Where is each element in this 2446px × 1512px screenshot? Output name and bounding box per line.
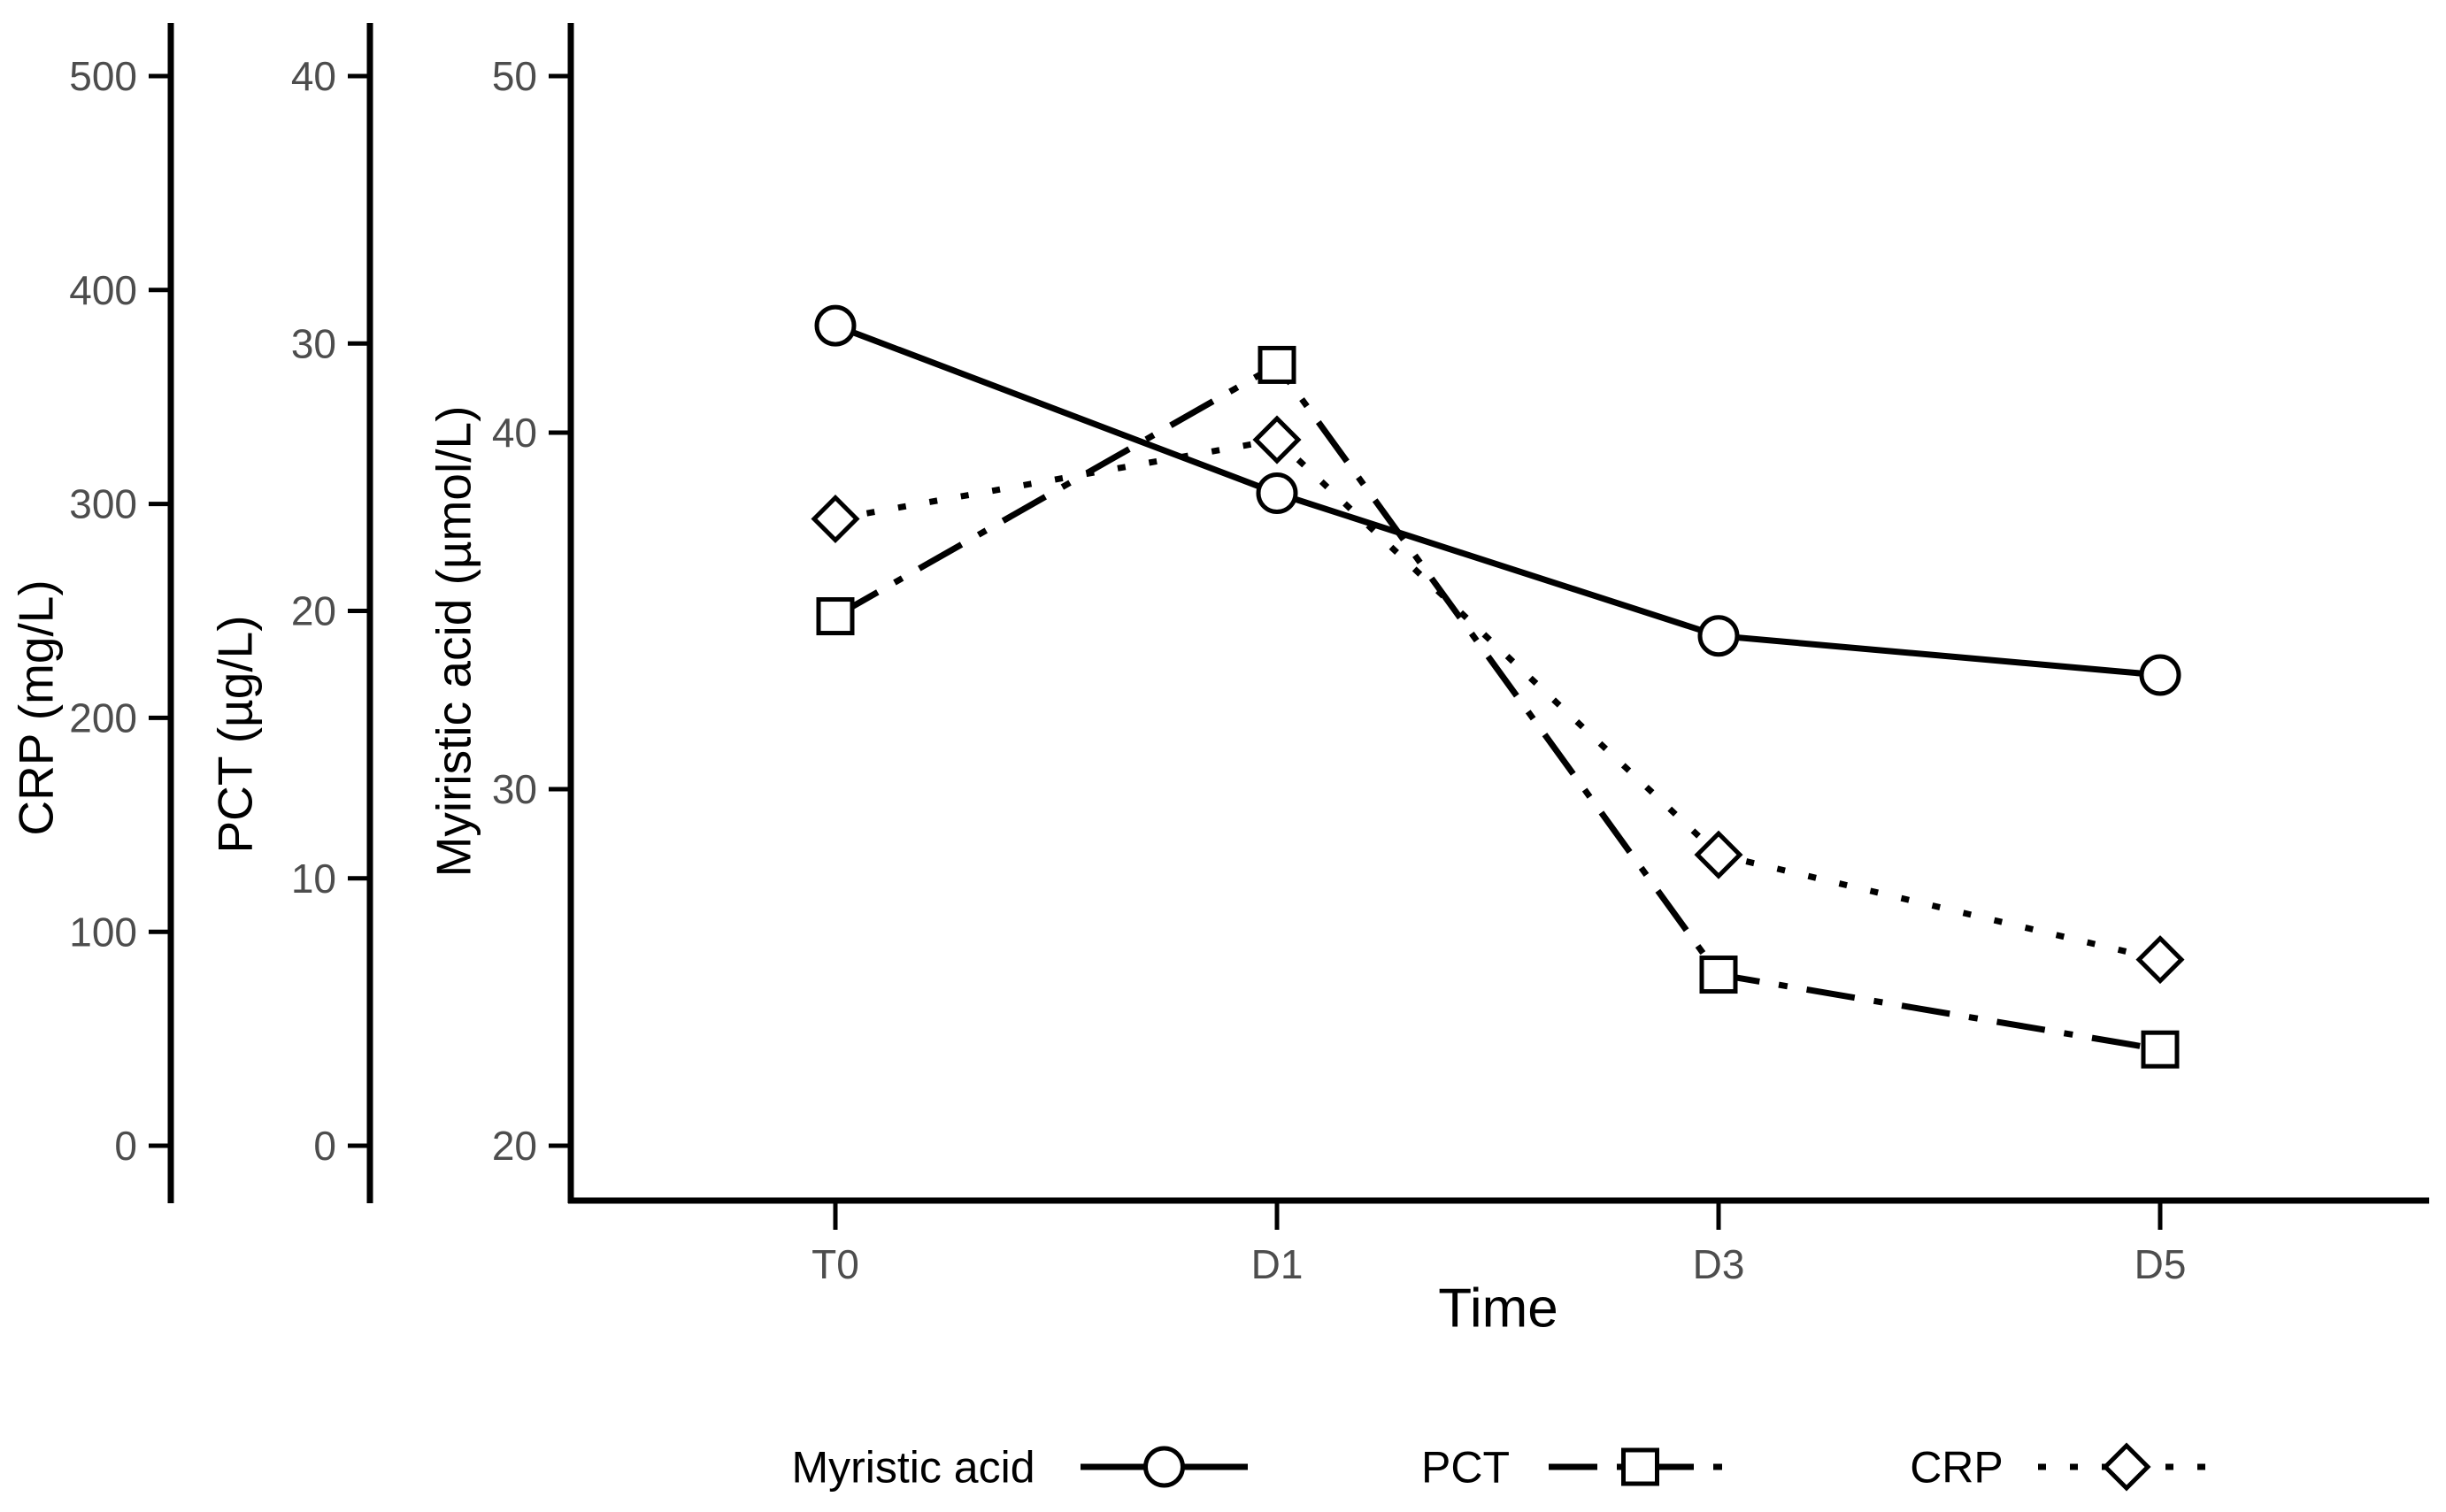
- x-tick-label: D1: [1251, 1241, 1304, 1287]
- legend-marker-crp: [2102, 1442, 2151, 1492]
- y-tick-label-pct: 40: [291, 53, 336, 99]
- legend-label-pct: PCT: [1421, 1443, 1510, 1493]
- y-tick-label-crp: 400: [69, 267, 137, 313]
- x-axis: T0 D1 D3 D5: [568, 1197, 2429, 1287]
- series-line-myristic-acid: [834, 322, 2161, 679]
- series-marker-pct-D3: [1699, 956, 1738, 994]
- y-tick-label-pct: 0: [313, 1123, 336, 1169]
- series-marker-crp-D5: [2135, 935, 2185, 985]
- legend-item-myristic-acid: Myristic acid: [791, 1443, 1248, 1493]
- y-tick-label-pct: 10: [291, 856, 336, 902]
- series-marker-myristic-acid-D1: [1256, 472, 1298, 515]
- legend-label-myristic-acid: Myristic acid: [791, 1443, 1035, 1493]
- legend-label-crp: CRP: [1910, 1443, 2004, 1493]
- x-axis-title: Time: [1438, 1278, 1558, 1339]
- legend: Myristic acid PCT CRP: [791, 1442, 2215, 1493]
- series-marker-crp-T0: [811, 494, 860, 544]
- series-marker-pct-D1: [1258, 345, 1296, 384]
- y-tick-label-crp: 200: [69, 695, 137, 741]
- y-tick-label-myristic: 30: [492, 766, 537, 812]
- series-line-crp: [835, 436, 2161, 963]
- legend-item-pct: PCT: [1421, 1443, 1732, 1493]
- crp-axis-title: CRP (mg/L): [8, 579, 63, 835]
- series-marker-pct-D5: [2141, 1030, 2180, 1069]
- series-marker-crp-D1: [1252, 415, 1302, 464]
- series-marker-myristic-acid-T0: [814, 304, 857, 347]
- y-tick-label-crp: 100: [69, 909, 137, 955]
- y-axis-myristic: 20 30 40 50: [492, 23, 574, 1203]
- y-tick-label-crp: 500: [69, 53, 137, 99]
- y-tick-label-pct: 20: [291, 588, 336, 634]
- myristic-axis-title: Myiristic acid (µmol/L): [426, 406, 481, 878]
- x-tick-label: T0: [811, 1241, 859, 1287]
- x-tick-label: D3: [1693, 1241, 1745, 1287]
- legend-marker-pct: [1621, 1447, 1659, 1486]
- y-tick-label-myristic: 40: [492, 410, 537, 456]
- y-tick-label-pct: 30: [291, 320, 336, 366]
- y-tick-label-crp: 300: [69, 481, 137, 527]
- y-tick-label-myristic: 50: [492, 53, 537, 99]
- series-marker-myristic-acid-D5: [2139, 654, 2181, 696]
- series-marker-crp-D3: [1694, 830, 1743, 879]
- legend-item-crp: CRP: [1910, 1442, 2215, 1493]
- x-tick-label: D5: [2134, 1241, 2187, 1287]
- series-markers: [811, 304, 2185, 1069]
- y-tick-label-crp: 0: [114, 1123, 137, 1169]
- series-lines: [834, 322, 2161, 1053]
- legend-marker-myristic-acid: [1143, 1446, 1185, 1488]
- chart-built-content: 0 100 200 300 400 500 0 10 20 30 40 20 30 40 50 T0 D1 D3 D…: [69, 23, 2429, 1493]
- pct-axis-title: PCT (µg/L): [207, 615, 262, 853]
- series-line-pct: [834, 360, 2161, 1053]
- series-marker-myristic-acid-D3: [1697, 615, 1740, 657]
- series-marker-pct-T0: [816, 597, 855, 636]
- y-axis-pct: 0 10 20 30 40: [291, 23, 373, 1203]
- y-tick-label-myristic: 20: [492, 1123, 537, 1169]
- y-axis-crp: 0 100 200 300 400 500: [69, 23, 174, 1203]
